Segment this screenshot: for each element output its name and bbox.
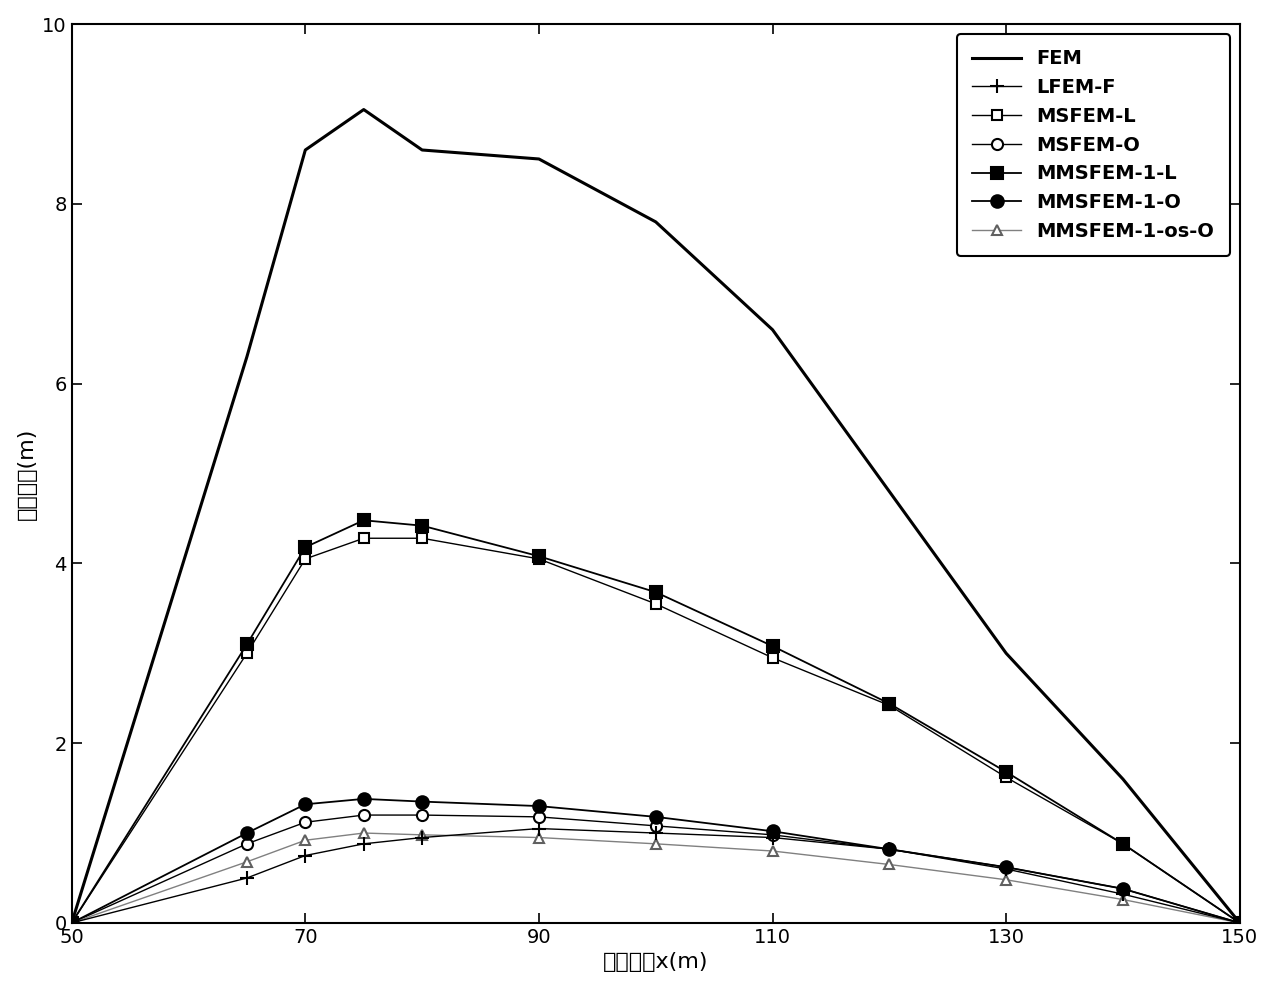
MSFEM-L bbox=[765, 652, 780, 664]
MSFEM-L bbox=[1116, 838, 1131, 850]
FEM bbox=[882, 486, 898, 497]
MMSFEM-1-L bbox=[765, 640, 780, 652]
MMSFEM-1-L bbox=[648, 586, 663, 598]
MSFEM-L bbox=[532, 553, 547, 565]
FEM bbox=[297, 144, 312, 156]
MMSFEM-1-O bbox=[1116, 883, 1131, 895]
FEM bbox=[1232, 917, 1247, 929]
MSFEM-L bbox=[414, 532, 430, 544]
MMSFEM-1-O bbox=[64, 917, 79, 929]
MMSFEM-1-L bbox=[1232, 917, 1247, 929]
MMSFEM-1-O bbox=[648, 811, 663, 823]
FEM bbox=[765, 323, 780, 335]
Line: MMSFEM-1-L: MMSFEM-1-L bbox=[66, 514, 1246, 929]
LFEM-F bbox=[240, 872, 255, 884]
MSFEM-L bbox=[64, 917, 79, 929]
LFEM-F bbox=[64, 917, 79, 929]
MSFEM-O bbox=[532, 811, 547, 823]
FEM bbox=[1116, 773, 1131, 785]
Legend: FEM, LFEM-F, MSFEM-L, MSFEM-O, MMSFEM-1-L, MMSFEM-1-O, MMSFEM-1-os-O: FEM, LFEM-F, MSFEM-L, MSFEM-O, MMSFEM-1-… bbox=[958, 34, 1230, 256]
LFEM-F bbox=[1116, 888, 1131, 900]
FEM bbox=[240, 351, 255, 363]
Line: FEM: FEM bbox=[71, 110, 1239, 923]
LFEM-F bbox=[998, 863, 1014, 875]
MMSFEM-1-os-O bbox=[356, 827, 371, 839]
LFEM-F bbox=[532, 823, 547, 835]
FEM bbox=[356, 104, 371, 116]
LFEM-F bbox=[356, 838, 371, 850]
LFEM-F bbox=[765, 832, 780, 844]
LFEM-F bbox=[414, 832, 430, 844]
MSFEM-O bbox=[882, 844, 898, 855]
FEM bbox=[414, 144, 430, 156]
MMSFEM-1-os-O bbox=[765, 845, 780, 856]
MMSFEM-1-L bbox=[64, 917, 79, 929]
MSFEM-O bbox=[648, 820, 663, 832]
MSFEM-O bbox=[297, 816, 312, 828]
MMSFEM-1-O bbox=[998, 861, 1014, 873]
MMSFEM-1-L bbox=[240, 638, 255, 650]
MMSFEM-1-os-O bbox=[64, 917, 79, 929]
MSFEM-O bbox=[998, 861, 1014, 873]
MMSFEM-1-L bbox=[882, 697, 898, 709]
MMSFEM-1-O bbox=[240, 827, 255, 839]
MSFEM-L bbox=[240, 648, 255, 660]
MSFEM-L bbox=[882, 699, 898, 711]
MMSFEM-1-os-O bbox=[648, 838, 663, 850]
Line: MMSFEM-1-os-O: MMSFEM-1-os-O bbox=[66, 828, 1244, 928]
Line: MMSFEM-1-O: MMSFEM-1-O bbox=[65, 792, 1246, 930]
MSFEM-L bbox=[648, 598, 663, 610]
MMSFEM-1-O bbox=[765, 825, 780, 837]
MMSFEM-1-os-O bbox=[414, 829, 430, 841]
MMSFEM-1-os-O bbox=[532, 832, 547, 844]
MSFEM-L bbox=[998, 771, 1014, 783]
FEM bbox=[64, 917, 79, 929]
MSFEM-O bbox=[64, 917, 79, 929]
FEM bbox=[998, 648, 1014, 660]
FEM bbox=[532, 153, 547, 165]
MMSFEM-1-L bbox=[414, 520, 430, 532]
MMSFEM-1-L bbox=[998, 766, 1014, 778]
MMSFEM-1-O bbox=[882, 844, 898, 855]
LFEM-F bbox=[882, 844, 898, 855]
MMSFEM-1-os-O bbox=[1232, 917, 1247, 929]
MMSFEM-1-L bbox=[297, 541, 312, 553]
Y-axis label: 绝对误差(m): 绝对误差(m) bbox=[17, 427, 37, 520]
MSFEM-O bbox=[240, 838, 255, 850]
MMSFEM-1-O bbox=[1232, 917, 1247, 929]
Line: MSFEM-L: MSFEM-L bbox=[66, 533, 1244, 928]
MSFEM-O bbox=[1232, 917, 1247, 929]
LFEM-F bbox=[1232, 917, 1247, 929]
MMSFEM-1-L bbox=[356, 514, 371, 526]
MSFEM-L bbox=[356, 532, 371, 544]
MMSFEM-1-O bbox=[356, 793, 371, 805]
FEM bbox=[648, 216, 663, 227]
LFEM-F bbox=[648, 827, 663, 839]
MSFEM-O bbox=[356, 809, 371, 821]
MMSFEM-1-os-O bbox=[882, 858, 898, 870]
X-axis label: 水平坐标x(m): 水平坐标x(m) bbox=[603, 952, 709, 972]
MSFEM-O bbox=[765, 829, 780, 841]
MMSFEM-1-os-O bbox=[240, 855, 255, 867]
MSFEM-L bbox=[1232, 917, 1247, 929]
LFEM-F bbox=[297, 850, 312, 861]
MSFEM-O bbox=[1116, 883, 1131, 895]
MMSFEM-1-os-O bbox=[998, 874, 1014, 886]
Line: MSFEM-O: MSFEM-O bbox=[66, 810, 1246, 929]
MSFEM-L bbox=[297, 553, 312, 565]
MMSFEM-1-L bbox=[1116, 838, 1131, 850]
MSFEM-O bbox=[414, 809, 430, 821]
MMSFEM-1-os-O bbox=[297, 835, 312, 847]
MMSFEM-1-O bbox=[532, 800, 547, 812]
MMSFEM-1-O bbox=[414, 796, 430, 808]
Line: LFEM-F: LFEM-F bbox=[65, 822, 1247, 930]
MMSFEM-1-L bbox=[532, 550, 547, 562]
MMSFEM-1-O bbox=[297, 798, 312, 810]
MMSFEM-1-os-O bbox=[1116, 894, 1131, 906]
